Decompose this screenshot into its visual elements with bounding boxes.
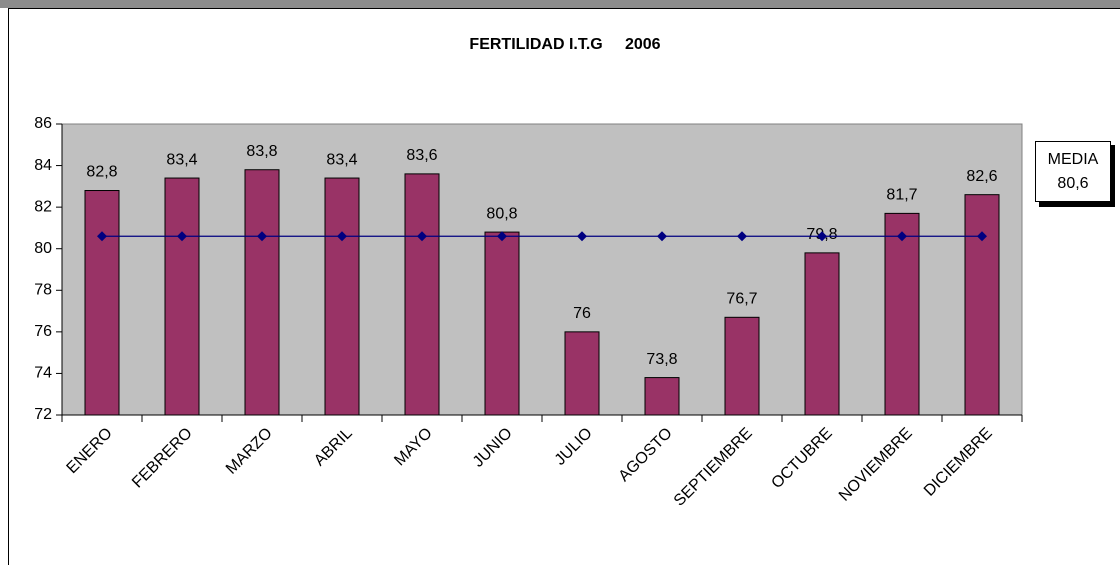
data-label: 76 [573,305,591,322]
data-label: 73,8 [646,351,677,368]
bar [484,231,520,416]
bar [724,316,760,416]
data-label: 83,8 [246,143,277,160]
mean-marker [737,231,747,242]
top-bar [0,0,1120,8]
data-label: 82,8 [86,164,117,181]
mean-marker [977,231,987,242]
mean-marker [177,231,187,242]
data-label: 76,7 [726,291,757,308]
bar [884,212,920,416]
bar [964,194,1000,416]
chart-title: FERTILIDAD I.T.G 2006 [469,36,660,53]
mean-marker [417,231,427,242]
mean-marker [337,231,347,242]
y-tick-label: 76 [34,323,52,340]
data-label: 80,8 [486,205,517,222]
legend-value: 80,6 [1057,175,1088,192]
mean-marker [577,231,587,242]
data-label: 83,4 [326,151,357,168]
mean-marker [657,231,667,242]
data-label: 81,7 [886,187,917,204]
bar [324,177,360,416]
y-tick-label: 74 [34,365,52,382]
mean-marker [897,231,907,242]
mean-marker [817,231,827,242]
data-label: 82,6 [966,168,997,185]
bar [84,190,120,416]
bar [804,252,840,416]
bar [404,173,440,416]
y-tick-label: 84 [34,157,52,174]
bar [164,177,200,416]
legend-label: MEDIA [1048,151,1099,168]
mean-marker [97,231,107,242]
data-label: 83,4 [166,151,197,168]
bar [244,169,280,416]
mean-marker [257,231,267,242]
y-tick-label: 82 [34,198,52,215]
data-label: 83,6 [406,147,437,164]
legend-box [1035,141,1111,202]
mean-marker [497,231,507,242]
y-tick-label: 80 [34,240,52,257]
bar [644,377,680,416]
y-tick-label: 78 [34,282,52,299]
y-tick-label: 86 [34,115,52,132]
y-tick-label: 72 [34,406,52,423]
bar [564,331,600,416]
plot-area [61,123,1023,416]
